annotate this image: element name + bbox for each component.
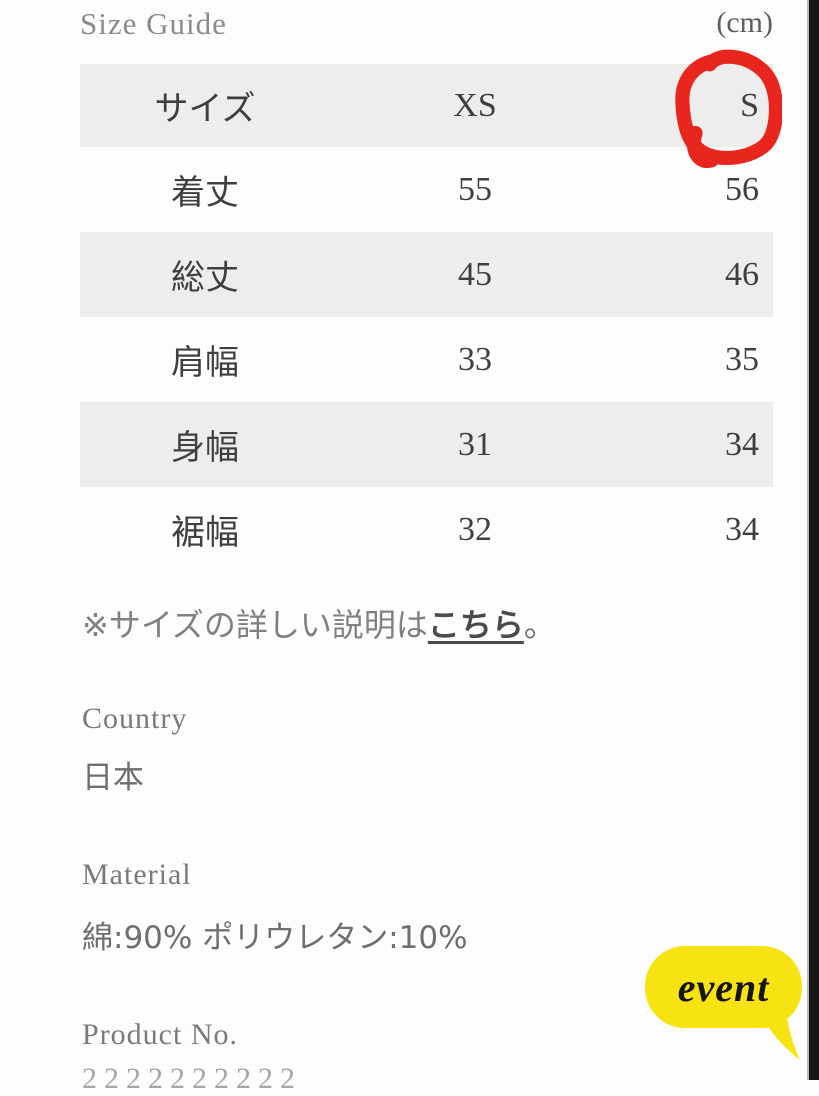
right-edge-shadow bbox=[807, 0, 809, 1080]
event-badge[interactable]: event bbox=[645, 946, 802, 1028]
row-label: 肩幅 bbox=[171, 343, 239, 383]
row-xs-value: 45 bbox=[458, 255, 492, 293]
row-s-value: 46 bbox=[725, 255, 759, 293]
table-row: 身幅 31 34 bbox=[80, 402, 773, 487]
table-row: 総丈 45 46 bbox=[80, 232, 773, 317]
size-detail-link[interactable]: こちら bbox=[427, 606, 524, 644]
size-note-text: ※サイズの詳しい説明は bbox=[82, 606, 428, 644]
size-note-period: 。 bbox=[523, 606, 556, 644]
row-xs-value: 33 bbox=[458, 340, 492, 378]
header-s: S bbox=[740, 86, 759, 124]
page-title: Size Guide bbox=[80, 6, 227, 41]
row-label: 裾幅 bbox=[171, 513, 239, 553]
row-s-value: 34 bbox=[725, 510, 759, 548]
event-badge-label: event bbox=[677, 964, 770, 1010]
header-size: サイズ bbox=[154, 89, 256, 129]
product-no-label: Product No. bbox=[82, 1018, 238, 1051]
row-label: 身幅 bbox=[171, 428, 239, 468]
material-value: 綿:90% ポリウレタン:10% bbox=[82, 920, 468, 956]
table-row: 着丈 55 56 bbox=[80, 147, 773, 232]
table-header-row: サイズ XS S bbox=[80, 64, 773, 147]
row-s-value: 35 bbox=[725, 340, 759, 378]
unit-label: (cm) bbox=[716, 6, 773, 39]
country-value: 日本 bbox=[82, 760, 144, 796]
table-row: 肩幅 33 35 bbox=[80, 317, 773, 402]
title-row: Size Guide (cm) bbox=[80, 6, 775, 46]
right-edge-strip bbox=[809, 0, 819, 1080]
country-label: Country bbox=[82, 702, 188, 735]
row-xs-value: 31 bbox=[458, 425, 492, 463]
row-label: 着丈 bbox=[171, 173, 239, 213]
row-s-value: 56 bbox=[725, 170, 759, 208]
row-xs-value: 32 bbox=[458, 510, 492, 548]
material-label: Material bbox=[82, 858, 192, 891]
table-row: 裾幅 32 34 bbox=[80, 487, 773, 572]
header-xs: XS bbox=[453, 86, 497, 124]
product-no-value: 2222222222 bbox=[82, 1062, 302, 1095]
row-xs-value: 55 bbox=[458, 170, 492, 208]
row-s-value: 34 bbox=[725, 425, 759, 463]
row-label: 総丈 bbox=[171, 258, 239, 298]
size-note: ※サイズの詳しい説明はこちら。 bbox=[82, 600, 732, 646]
size-guide-table: サイズ XS S 着丈 55 56 総丈 45 46 肩幅 33 35 身幅 3… bbox=[80, 64, 773, 572]
